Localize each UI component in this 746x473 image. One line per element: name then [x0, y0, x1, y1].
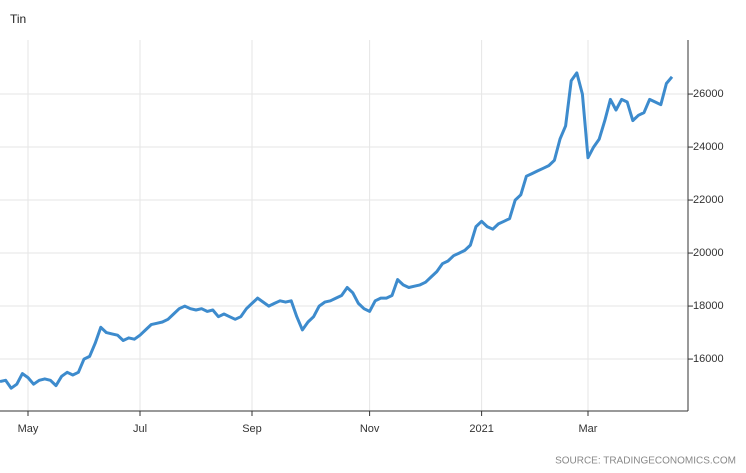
x-tick-label: Nov [360, 423, 380, 435]
source: SOURCE: TRADINGECONOMICS.COM [555, 456, 736, 467]
series-line [0, 71, 674, 390]
chart-title: Tin [10, 12, 26, 26]
y-tick-label: 24000 [693, 141, 724, 153]
x-tick-label: May [18, 423, 39, 435]
y-tick-label: 22000 [693, 194, 724, 206]
x-tick-label: Mar [579, 423, 598, 435]
y-tick-label: 18000 [693, 300, 724, 312]
y-tick-label: 20000 [693, 247, 724, 259]
y-tick-label: 16000 [693, 353, 724, 365]
x-tick-label: Sep [242, 423, 262, 435]
y-tick-label: 26000 [693, 88, 724, 100]
x-tick-label: Jul [133, 423, 147, 435]
x-tick-label: 2021 [469, 423, 493, 435]
